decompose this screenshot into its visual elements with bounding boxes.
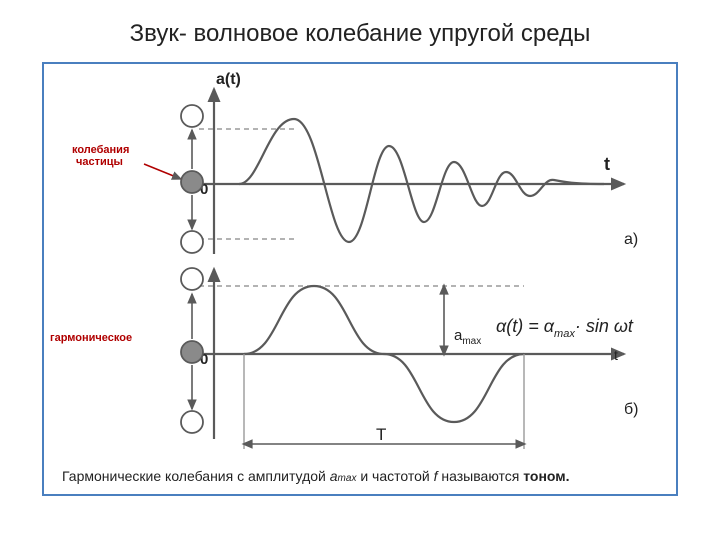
figure-frame: колебания частицы гармоническое a(t) [42, 62, 678, 496]
page-title: Звук- волновое колебание упругой среды [0, 20, 720, 48]
panel-b-particle-mid [181, 341, 203, 363]
panel-b-particle-bot [181, 411, 203, 433]
a-of-t-label: a(t) [216, 71, 241, 88]
caption: Гармонические колебания с амплитудой аma… [62, 468, 658, 484]
sublabel-b: б) [624, 401, 639, 418]
a-max-label: amax [454, 327, 481, 347]
diagram-svg: a(t) t 0 а) t 0 [44, 64, 676, 464]
sublabel-a: а) [624, 231, 638, 248]
t-label-a: t [604, 154, 610, 174]
red-pointer-a [144, 164, 181, 179]
panel-a-particle-top [181, 105, 203, 127]
panel-a-particle-bot [181, 231, 203, 253]
damped-wave [239, 119, 604, 242]
formula: α(t) = αmax· sin ωt [496, 316, 634, 340]
period-label: T [376, 425, 386, 444]
t-label-b: t [614, 347, 618, 363]
panel-a-particle-mid [181, 171, 203, 193]
panel-b-particle-top [181, 268, 203, 290]
